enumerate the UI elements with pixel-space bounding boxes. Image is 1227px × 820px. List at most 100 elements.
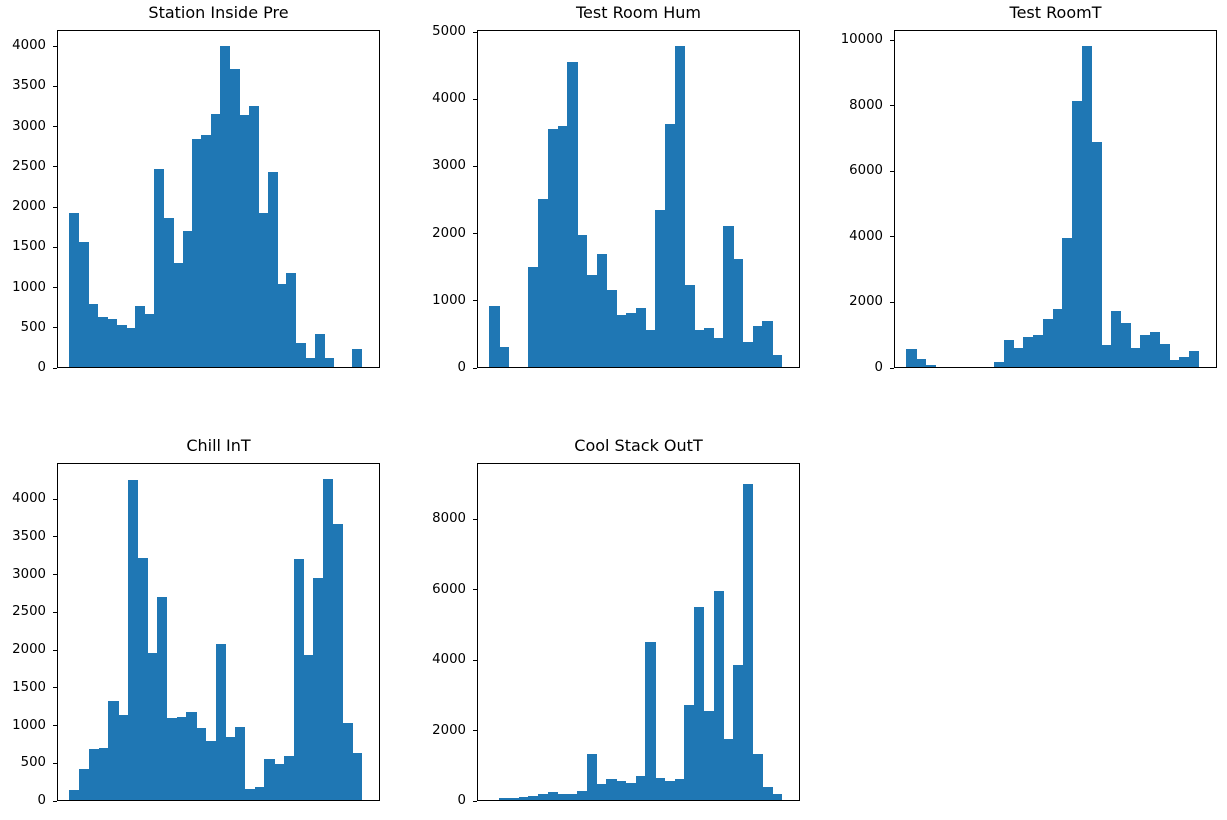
subplot-title-test-roomt: Test RoomT <box>1009 3 1102 22</box>
histogram-bar <box>157 597 168 801</box>
histogram-bar <box>225 736 236 801</box>
histogram-bar <box>713 591 724 801</box>
y-tick-label: 1000 <box>12 279 46 295</box>
y-tick-mark <box>53 327 57 329</box>
histogram-bar <box>1033 335 1044 368</box>
histogram-bar <box>772 354 782 368</box>
y-tick-label: 3500 <box>12 78 46 94</box>
histogram-bar <box>196 727 207 801</box>
histogram-bar <box>762 320 773 368</box>
y-tick-mark <box>53 126 57 128</box>
histogram-bar <box>107 318 118 368</box>
histogram-bar <box>1023 337 1034 368</box>
y-tick-mark <box>53 45 57 47</box>
subplot-title-station-inside-pre: Station Inside Pre <box>148 3 289 22</box>
histogram-bar <box>1081 46 1093 368</box>
y-tick-mark <box>890 170 894 172</box>
axes-chill-int <box>57 463 380 801</box>
histogram-bar <box>547 128 559 368</box>
y-tick-mark <box>473 589 477 591</box>
histogram-bar <box>577 790 588 801</box>
histogram-bar <box>508 797 520 801</box>
histogram-bar <box>205 740 217 801</box>
histogram-bar <box>586 753 598 801</box>
y-tick-mark <box>473 730 477 731</box>
histogram-bar <box>127 480 139 801</box>
histogram-bar <box>752 753 763 801</box>
y-tick-mark <box>53 367 57 369</box>
y-tick-mark <box>473 800 477 802</box>
histogram-bar <box>118 714 129 801</box>
histogram-bar <box>596 254 607 368</box>
y-tick-mark <box>890 105 894 107</box>
histogram-bar <box>586 275 598 368</box>
histogram-bar <box>567 61 578 368</box>
y-tick-mark <box>53 85 57 87</box>
histogram-bar <box>314 334 325 368</box>
histogram-bar <box>994 361 1005 368</box>
histogram-bar <box>528 796 539 801</box>
y-tick-mark <box>473 233 477 235</box>
histogram-bar <box>163 217 174 368</box>
histogram-bar <box>733 664 744 801</box>
y-tick-label: 0 <box>37 793 46 808</box>
histogram-bar <box>538 198 549 368</box>
axes-test-roomt <box>894 30 1217 368</box>
histogram-bar <box>499 797 510 801</box>
histogram-bar <box>1091 141 1102 368</box>
y-tick-mark <box>473 367 477 369</box>
histogram-bar <box>305 358 316 368</box>
histogram-bar <box>1120 322 1132 368</box>
histogram-bar <box>78 242 89 368</box>
y-tick-mark <box>890 301 894 303</box>
histogram-bar <box>499 347 510 368</box>
histogram-bar <box>606 290 617 368</box>
histogram-bar <box>324 358 335 368</box>
histogram-bar <box>176 716 187 801</box>
histogram-bar <box>322 478 334 801</box>
y-tick-label: 2000 <box>849 294 883 310</box>
y-tick-mark <box>53 536 57 538</box>
subplot-title-cool-stack-outt: Cool Stack OutT <box>574 436 703 455</box>
histogram-bar <box>137 558 148 801</box>
y-tick-mark <box>53 574 57 576</box>
histogram-bar <box>267 172 278 368</box>
y-tick-label: 0 <box>37 360 46 375</box>
y-tick-label: 3000 <box>12 566 46 582</box>
histogram-bar <box>244 788 256 801</box>
histogram-bar <box>742 483 754 801</box>
y-tick-label: 3000 <box>12 118 46 134</box>
y-tick-label: 500 <box>20 319 46 335</box>
histogram-bar <box>645 330 656 368</box>
histogram-bar <box>518 797 529 801</box>
y-tick-mark <box>890 236 894 238</box>
y-tick-label: 4000 <box>12 491 46 507</box>
axes-cool-stack-outt <box>477 463 800 801</box>
histogram-bar <box>186 711 197 801</box>
histogram-bar <box>293 558 304 801</box>
y-tick-mark <box>53 725 57 727</box>
histogram-bar <box>489 305 500 368</box>
histogram-bar <box>694 607 705 801</box>
histogram-bar <box>528 267 539 368</box>
histogram-bar <box>192 139 203 368</box>
histogram-bar <box>1159 343 1171 368</box>
histogram-bar <box>723 739 734 801</box>
y-tick-mark <box>53 206 57 208</box>
y-tick-label: 3000 <box>432 158 466 174</box>
histogram-bar <box>69 212 80 368</box>
histogram-bar <box>173 262 184 368</box>
histogram-bar <box>635 308 646 368</box>
histogram-bar <box>1179 356 1190 368</box>
y-tick-mark <box>53 649 57 651</box>
histogram-bar <box>664 124 676 368</box>
histogram-bar <box>276 283 287 368</box>
y-tick-label: 0 <box>457 793 466 808</box>
histogram-bar <box>655 210 666 368</box>
histogram-bar <box>577 234 588 368</box>
histogram-bar <box>235 727 246 801</box>
y-tick-mark <box>890 367 894 369</box>
histogram-bar <box>694 329 705 368</box>
histogram-bar <box>664 780 676 801</box>
histogram-bar <box>1013 348 1024 368</box>
